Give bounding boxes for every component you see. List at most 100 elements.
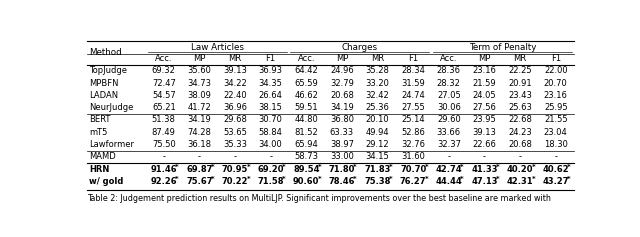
Text: 46.62: 46.62 [294,91,318,100]
Text: 76.27: 76.27 [400,177,426,186]
Text: 23.43: 23.43 [508,91,532,100]
Text: 38.97: 38.97 [330,140,354,149]
Text: MP: MP [336,54,348,63]
Text: 44.80: 44.80 [294,115,318,124]
Text: 35.60: 35.60 [188,66,211,75]
Text: 89.54: 89.54 [293,164,319,173]
Text: MPBFN: MPBFN [90,78,119,87]
Text: 92.26: 92.26 [150,177,177,186]
Text: 20.91: 20.91 [508,78,532,87]
Text: MP: MP [478,54,491,63]
Text: 25.14: 25.14 [401,115,425,124]
Text: 72.47: 72.47 [152,78,176,87]
Text: 32.79: 32.79 [330,78,354,87]
Text: 54.57: 54.57 [152,91,175,100]
Text: *: * [353,176,357,182]
Text: 34.22: 34.22 [223,78,247,87]
Text: -: - [163,152,165,161]
Text: *: * [175,176,179,182]
Text: 70.95: 70.95 [222,164,248,173]
Text: 34.19: 34.19 [188,115,211,124]
Text: 25.63: 25.63 [508,103,532,112]
Text: 87.49: 87.49 [152,128,176,137]
Text: 21.59: 21.59 [472,78,496,87]
Text: 24.05: 24.05 [472,91,496,100]
Text: *: * [496,164,499,170]
Text: *: * [460,164,464,170]
Text: Charges: Charges [342,43,378,52]
Text: 39.13: 39.13 [472,128,497,137]
Text: 63.33: 63.33 [330,128,354,137]
Text: 27.55: 27.55 [401,103,425,112]
Text: 27.56: 27.56 [472,103,497,112]
Text: 34.19: 34.19 [330,103,354,112]
Text: *: * [175,164,179,170]
Text: 59.51: 59.51 [294,103,318,112]
Text: 34.73: 34.73 [188,78,211,87]
Text: 28.34: 28.34 [401,66,425,75]
Text: *: * [496,176,499,182]
Text: 75.38: 75.38 [364,177,391,186]
Text: Acc.: Acc. [440,54,458,63]
Text: 42.31: 42.31 [507,177,533,186]
Text: 32.42: 32.42 [365,91,389,100]
Text: 20.70: 20.70 [544,78,568,87]
Text: 30.70: 30.70 [259,115,283,124]
Text: 22.00: 22.00 [544,66,568,75]
Text: 34.35: 34.35 [259,78,283,87]
Text: 28.36: 28.36 [437,66,461,75]
Text: 34.00: 34.00 [259,140,282,149]
Text: 36.18: 36.18 [188,140,211,149]
Text: 39.13: 39.13 [223,66,247,75]
Text: MAMD: MAMD [90,152,116,161]
Text: *: * [211,164,214,170]
Text: 38.09: 38.09 [188,91,211,100]
Text: 32.37: 32.37 [437,140,461,149]
Text: 75.50: 75.50 [152,140,175,149]
Text: 91.46: 91.46 [150,164,177,173]
Text: *: * [424,176,428,182]
Text: Method: Method [90,48,122,57]
Text: 33.66: 33.66 [436,128,461,137]
Text: 20.68: 20.68 [508,140,532,149]
Text: 22.66: 22.66 [472,140,497,149]
Text: 24.96: 24.96 [330,66,354,75]
Text: 69.87: 69.87 [186,164,212,173]
Text: 35.28: 35.28 [365,66,390,75]
Text: -: - [518,152,522,161]
Text: TopJudge: TopJudge [90,66,127,75]
Text: 23.16: 23.16 [544,91,568,100]
Text: *: * [246,176,250,182]
Text: *: * [353,164,357,170]
Text: Acc.: Acc. [155,54,173,63]
Text: Lawformer: Lawformer [90,140,134,149]
Text: Table 2: Judgement prediction results on MultiLJP. Significant improvements over: Table 2: Judgement prediction results on… [88,194,551,203]
Text: 33.20: 33.20 [365,78,390,87]
Text: *: * [531,176,535,182]
Text: 65.94: 65.94 [294,140,318,149]
Text: 28.32: 28.32 [437,78,461,87]
Text: MP: MP [193,54,205,63]
Text: 65.21: 65.21 [152,103,175,112]
Text: 74.28: 74.28 [188,128,211,137]
Text: 21.55: 21.55 [544,115,568,124]
Text: BERT: BERT [90,115,111,124]
Text: 24.74: 24.74 [401,91,425,100]
Text: 31.60: 31.60 [401,152,425,161]
Text: 22.40: 22.40 [223,91,247,100]
Text: 22.68: 22.68 [508,115,532,124]
Text: NeurJudge: NeurJudge [90,103,134,112]
Text: 44.44: 44.44 [435,177,462,186]
Text: *: * [531,164,535,170]
Text: 38.15: 38.15 [259,103,283,112]
Text: HRN: HRN [90,164,110,173]
Text: 42.74: 42.74 [435,164,462,173]
Text: 30.06: 30.06 [437,103,461,112]
Text: *: * [282,164,285,170]
Text: 40.20: 40.20 [507,164,533,173]
Text: 26.64: 26.64 [259,91,283,100]
Text: MR: MR [371,54,384,63]
Text: 23.16: 23.16 [472,66,497,75]
Text: 69.20: 69.20 [257,164,284,173]
Text: *: * [389,176,392,182]
